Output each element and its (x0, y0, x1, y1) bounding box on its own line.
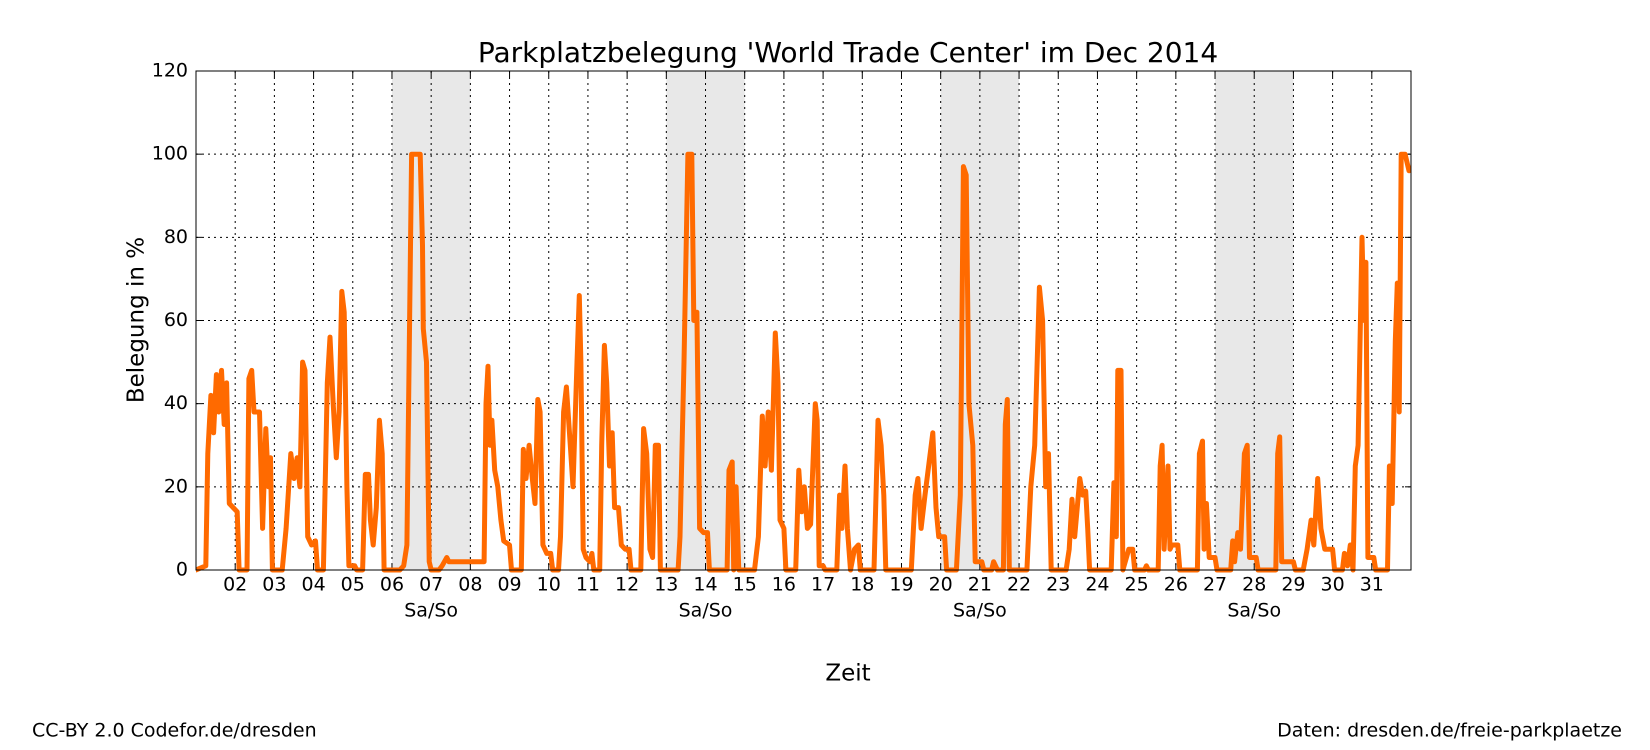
x-tick-label: 04 (301, 574, 325, 596)
x-tick-label: 05 (341, 574, 365, 596)
x-tick-label: 25 (1125, 574, 1149, 596)
x-tick-label: 20 (929, 574, 953, 596)
x-tick-label: 30 (1321, 574, 1345, 596)
x-tick-label: 22 (1007, 574, 1031, 596)
x-tick-label: 10 (537, 574, 561, 596)
x-axis-label: Zeit (825, 661, 870, 687)
x-tick-label: 07 (419, 574, 443, 596)
chart-title: Parkplatzbelegung 'World Trade Center' i… (478, 36, 1218, 69)
y-tick-label: 60 (164, 309, 188, 331)
x-tick-label: 06 (380, 574, 404, 596)
x-tick-label: 28 (1242, 574, 1266, 596)
series-group (196, 151, 1411, 573)
x-tick-label: 19 (889, 574, 913, 596)
weekend-label: Sa/So (679, 600, 733, 622)
weekend-label: Sa/So (953, 600, 1007, 622)
weekend-label: Sa/So (1227, 600, 1281, 622)
x-tick-label: 29 (1281, 574, 1305, 596)
x-tick-label: 26 (1164, 574, 1188, 596)
x-tick-label: 03 (262, 574, 286, 596)
x-tick-label: 11 (576, 574, 600, 596)
footer-left: CC-BY 2.0 Codefor.de/dresden (32, 720, 317, 742)
x-tick-label: 15 (733, 574, 757, 596)
y-tick-label: 0 (176, 559, 188, 581)
plot-frame (195, 70, 1412, 571)
x-tick-label: 18 (850, 574, 874, 596)
x-tick-label: 14 (693, 574, 717, 596)
y-tick-label: 40 (164, 392, 188, 414)
y-axis-label: Belegung in % (124, 237, 150, 403)
y-tick-label: 80 (164, 226, 188, 248)
y-tick-label: 20 (164, 475, 188, 497)
x-tick-label: 27 (1203, 574, 1227, 596)
x-tick-label: 02 (223, 574, 247, 596)
x-tick-label: 21 (968, 574, 992, 596)
x-tick-label: 17 (811, 574, 835, 596)
x-tick-label: 12 (615, 574, 639, 596)
x-tick-label: 16 (772, 574, 796, 596)
x-tick-label: 23 (1046, 574, 1070, 596)
y-tick-label: 120 (152, 60, 188, 82)
weekend-label: Sa/So (404, 600, 458, 622)
x-tick-label: 31 (1360, 574, 1384, 596)
footer-right: Daten: dresden.de/freie-parkplaetze (1277, 720, 1622, 742)
data-line (196, 151, 1411, 573)
x-tick-label: 24 (1085, 574, 1109, 596)
x-tick-label: 08 (458, 574, 482, 596)
y-tick-label: 100 (152, 143, 188, 165)
x-tick-label: 13 (654, 574, 678, 596)
x-tick-label: 09 (497, 574, 521, 596)
